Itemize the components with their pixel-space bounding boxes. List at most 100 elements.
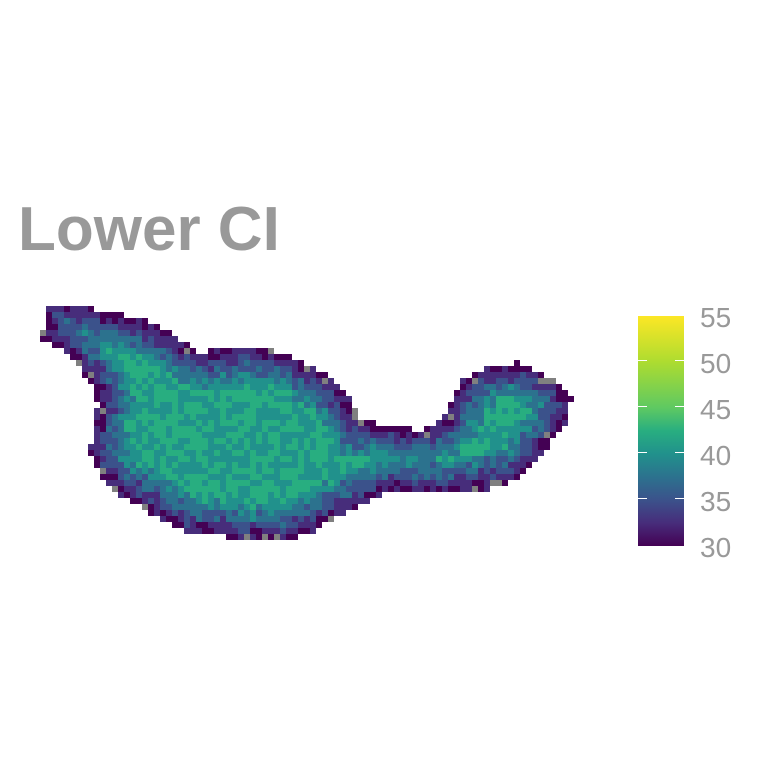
raster-cell — [292, 462, 298, 468]
raster-cell — [274, 354, 280, 360]
raster-cell — [484, 450, 490, 456]
raster-cell — [310, 528, 316, 534]
raster-cell — [118, 420, 124, 426]
raster-cell — [70, 306, 76, 312]
raster-cell — [184, 408, 190, 414]
raster-cell — [322, 480, 328, 486]
raster-cell — [310, 432, 316, 438]
raster-cell — [250, 360, 256, 366]
raster-cell — [154, 384, 160, 390]
raster-cell — [328, 426, 334, 432]
raster-cell — [250, 504, 256, 510]
raster-cell — [472, 486, 478, 492]
raster-cell — [250, 468, 256, 474]
raster-cell — [190, 486, 196, 492]
raster-cell — [52, 342, 58, 348]
raster-cell — [304, 396, 310, 402]
raster-cell — [250, 414, 256, 420]
raster-cell — [100, 318, 106, 324]
raster-cell — [322, 384, 328, 390]
raster-cell — [160, 330, 166, 336]
raster-cell — [226, 390, 232, 396]
raster-cell — [214, 378, 220, 384]
raster-cell — [250, 396, 256, 402]
raster-cell — [436, 474, 442, 480]
raster-cell — [298, 414, 304, 420]
raster-cell — [100, 408, 106, 414]
raster-cell — [256, 504, 262, 510]
raster-cell — [334, 402, 340, 408]
raster-cell — [196, 378, 202, 384]
raster-cell — [526, 456, 532, 462]
raster-cell — [400, 426, 406, 432]
raster-cell — [268, 372, 274, 378]
raster-cell — [166, 468, 172, 474]
raster-cell — [328, 504, 334, 510]
raster-cell — [298, 408, 304, 414]
raster-cell — [214, 438, 220, 444]
raster-cell — [532, 456, 538, 462]
raster-cell — [298, 480, 304, 486]
raster-cell — [376, 474, 382, 480]
raster-cell — [250, 474, 256, 480]
raster-cell — [298, 456, 304, 462]
legend-tick-left — [638, 406, 647, 407]
raster-cell — [256, 468, 262, 474]
raster-cell — [82, 354, 88, 360]
raster-cell — [184, 426, 190, 432]
raster-cell — [478, 420, 484, 426]
raster-cell — [280, 504, 286, 510]
raster-cell — [136, 378, 142, 384]
raster-cell — [178, 450, 184, 456]
raster-cell — [124, 324, 130, 330]
raster-cell — [214, 522, 220, 528]
raster-cell — [124, 408, 130, 414]
raster-cell — [364, 468, 370, 474]
raster-cell — [118, 480, 124, 486]
raster-cell — [106, 384, 112, 390]
raster-cell — [334, 474, 340, 480]
raster-cell — [268, 378, 274, 384]
raster-cell — [244, 432, 250, 438]
raster-cell — [292, 480, 298, 486]
raster-cell — [166, 426, 172, 432]
raster-cell — [316, 468, 322, 474]
raster-cell — [478, 468, 484, 474]
raster-cell — [274, 426, 280, 432]
raster-cell — [430, 432, 436, 438]
raster-cell — [88, 312, 94, 318]
raster-cell — [232, 438, 238, 444]
raster-cell — [532, 396, 538, 402]
raster-cell — [382, 450, 388, 456]
raster-cell — [130, 486, 136, 492]
raster-cell — [346, 426, 352, 432]
raster-cell — [112, 462, 118, 468]
raster-cell — [244, 462, 250, 468]
raster-cell — [358, 444, 364, 450]
raster-cell — [106, 378, 112, 384]
raster-cell — [250, 420, 256, 426]
raster-cell — [412, 444, 418, 450]
raster-cell — [202, 522, 208, 528]
raster-cell — [148, 450, 154, 456]
raster-cell — [142, 426, 148, 432]
raster-cell — [490, 456, 496, 462]
raster-cell — [280, 366, 286, 372]
raster-cell — [148, 384, 154, 390]
raster-cell — [100, 438, 106, 444]
raster-cell — [328, 402, 334, 408]
raster-cell — [52, 318, 58, 324]
raster-cell — [130, 468, 136, 474]
raster-cell — [346, 444, 352, 450]
raster-cell — [100, 468, 106, 474]
raster-cell — [376, 480, 382, 486]
raster-cell — [484, 480, 490, 486]
raster-cell — [148, 360, 154, 366]
raster-cell — [106, 426, 112, 432]
raster-cell — [184, 390, 190, 396]
raster-cell — [118, 408, 124, 414]
raster-cell — [112, 420, 118, 426]
raster-cell — [274, 468, 280, 474]
raster-cell — [268, 396, 274, 402]
raster-cell — [352, 492, 358, 498]
